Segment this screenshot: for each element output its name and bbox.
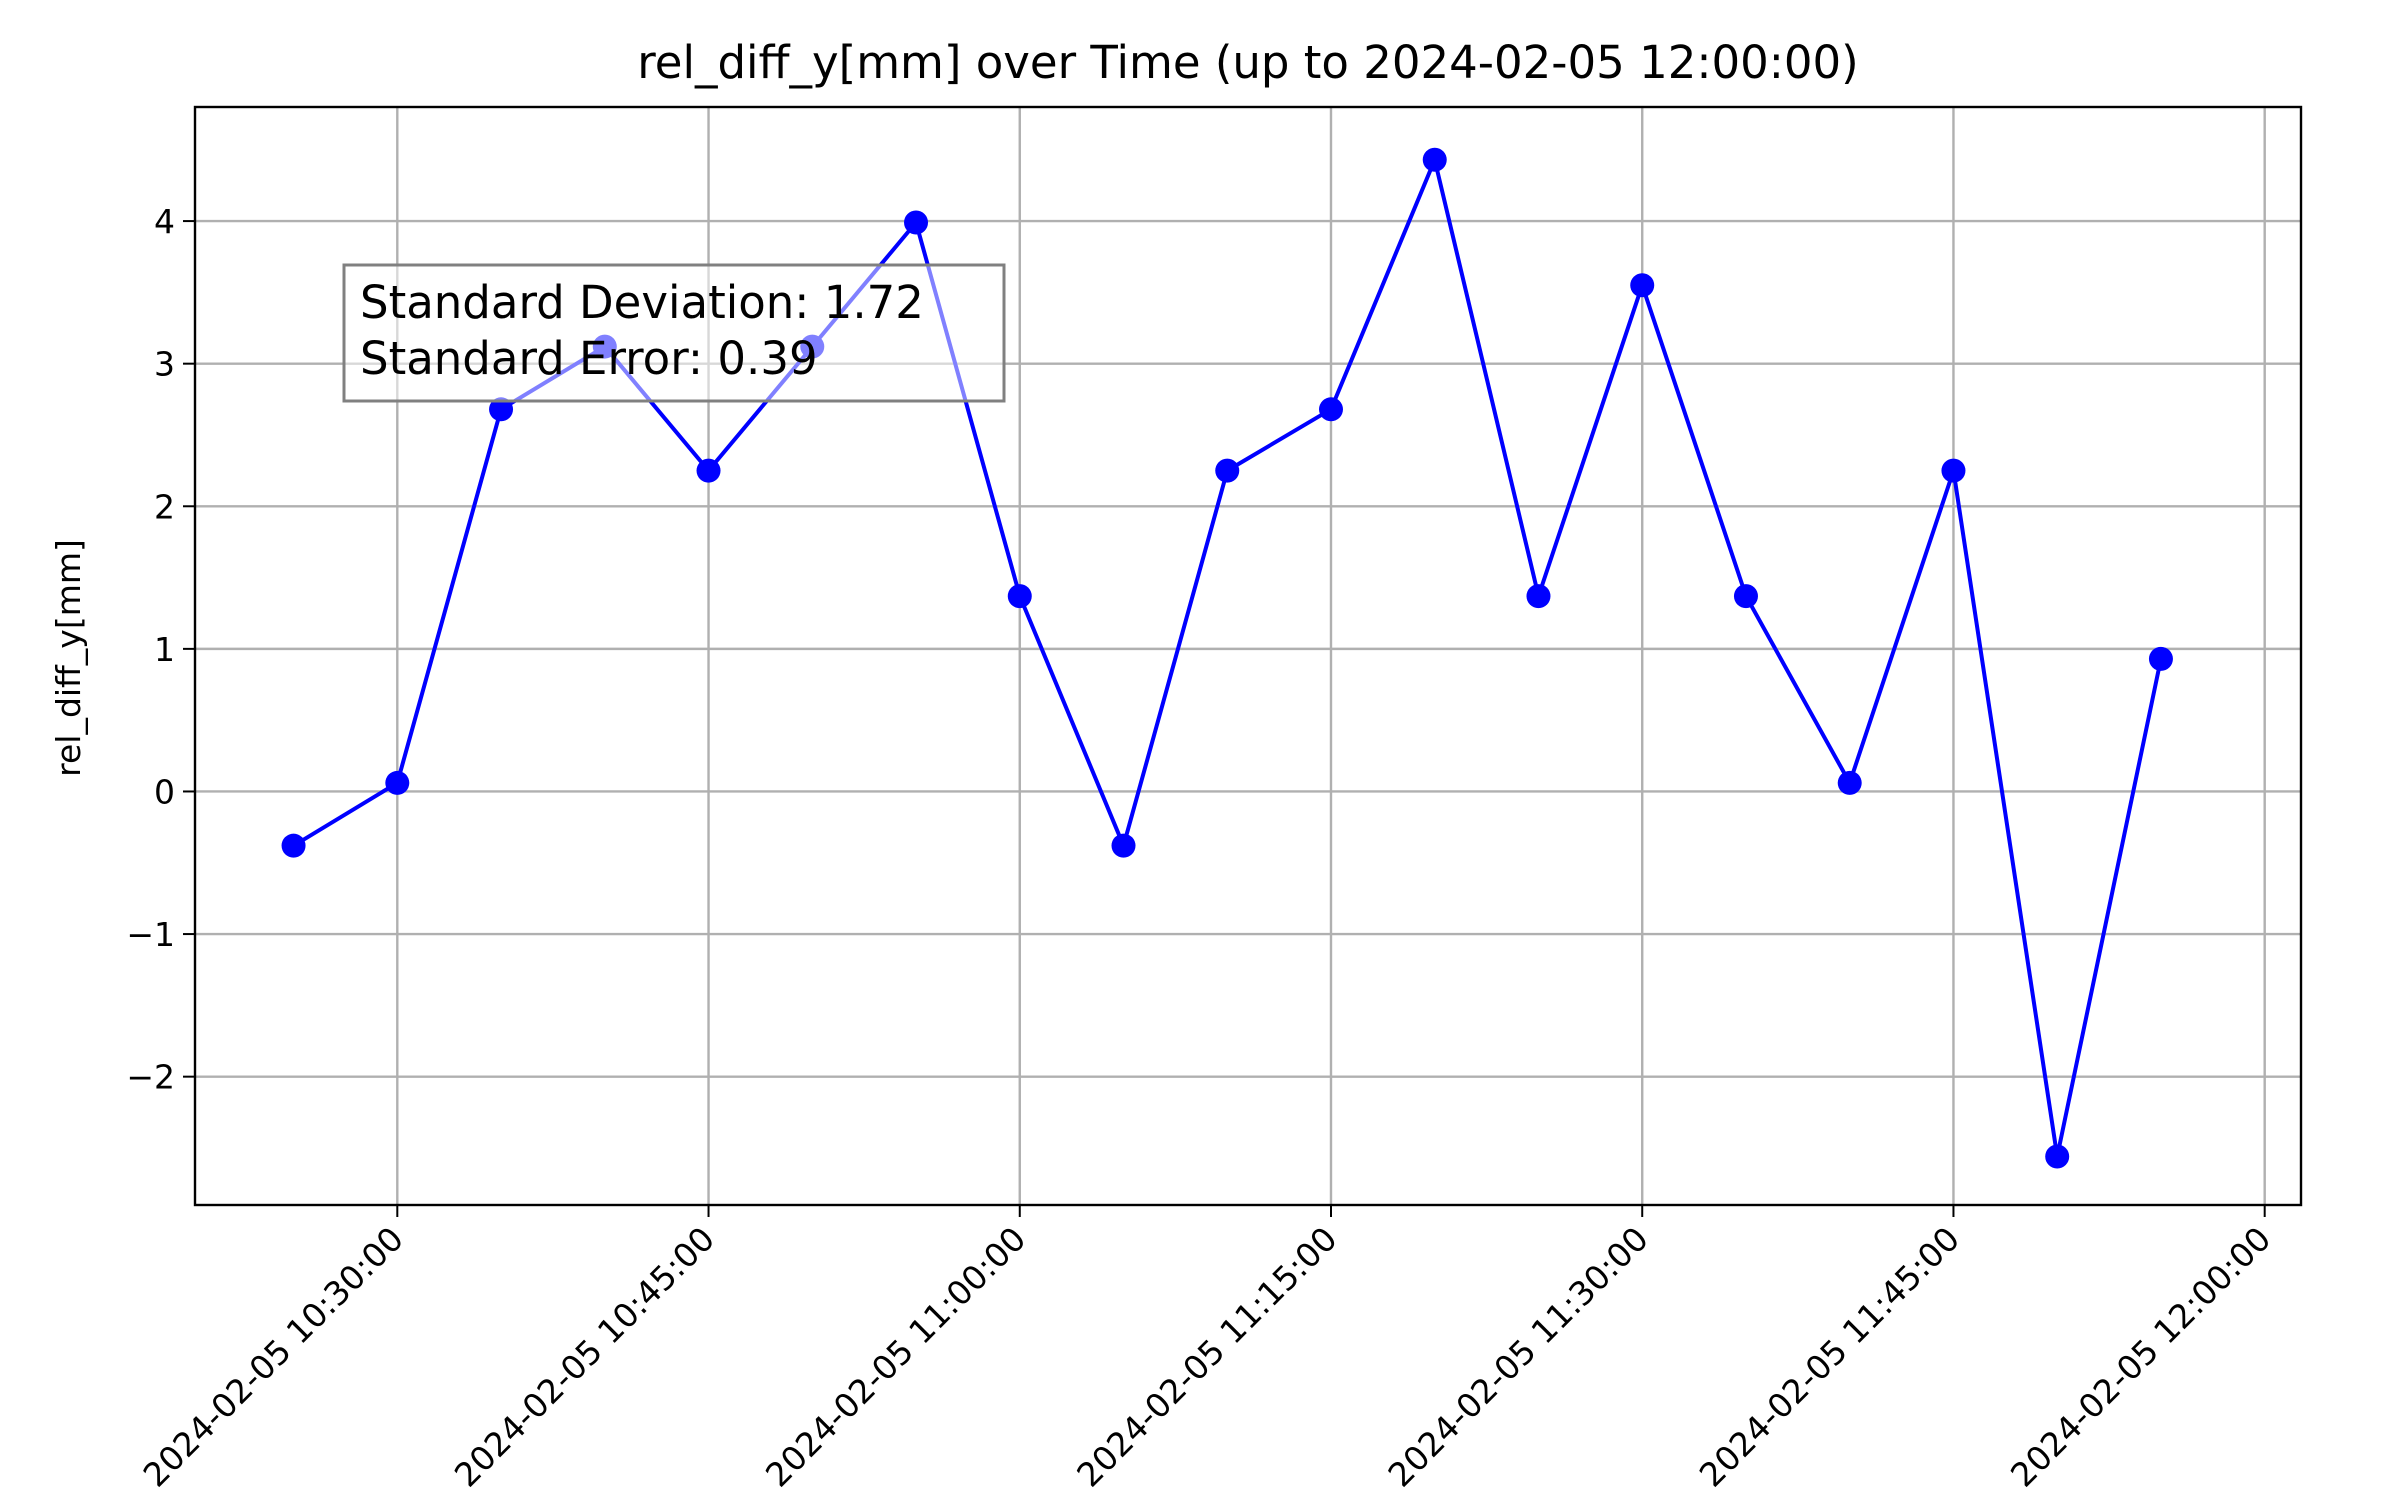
stats-box: [342, 263, 1006, 403]
plot-border: [193, 105, 2303, 1207]
x-tick-label: 2024-02-05 10:30:00: [136, 1219, 411, 1494]
stats-std-err: Standard Error: 0.39: [360, 332, 818, 385]
grid: [195, 107, 2301, 1205]
data-point: [1941, 458, 1966, 483]
x-tick-label: 2024-02-05 10:45:00: [447, 1219, 722, 1494]
data-point: [2148, 646, 2173, 671]
x-tick-label: 2024-02-05 11:15:00: [1069, 1219, 1344, 1494]
y-tick-label: 0: [154, 772, 175, 811]
data-point: [1526, 584, 1551, 609]
y-tick-label: 1: [154, 630, 175, 669]
x-tick-label: 2024-02-05 11:30:00: [1380, 1219, 1655, 1494]
data-point: [1837, 770, 1862, 795]
plot-frame: [193, 105, 2303, 1207]
data-point: [1733, 584, 1758, 609]
stats-annotation: Standard Deviation: 1.72 Standard Error:…: [342, 263, 1006, 403]
x-tick-label: 2024-02-05 12:00:00: [2003, 1219, 2278, 1494]
data-point: [696, 458, 721, 483]
data-point: [1422, 147, 1447, 172]
data-point: [1111, 833, 1136, 858]
data-point: [489, 397, 514, 422]
x-tick-label: 2024-02-05 11:45:00: [1692, 1219, 1967, 1494]
chart-title: rel_diff_y[mm] over Time (up to 2024-02-…: [637, 36, 1858, 89]
data-point: [281, 833, 306, 858]
data-point: [1630, 273, 1655, 298]
data-point: [904, 210, 929, 235]
stats-std-dev: Standard Deviation: 1.72: [360, 276, 924, 329]
y-tick-label: 2: [154, 487, 175, 526]
y-tick-label: −2: [126, 1058, 175, 1097]
data-point: [2045, 1144, 2070, 1169]
y-axis-label: rel_diff_y[mm]: [49, 539, 88, 777]
y-tick-label: 3: [154, 345, 175, 384]
y-tick-label: 4: [154, 202, 175, 241]
data-point: [1007, 584, 1032, 609]
y-tick-label: −1: [126, 915, 175, 954]
data-point: [385, 770, 410, 795]
x-tick-label: 2024-02-05 11:00:00: [758, 1219, 1033, 1494]
data-point: [1215, 458, 1240, 483]
data-point: [1318, 397, 1343, 422]
